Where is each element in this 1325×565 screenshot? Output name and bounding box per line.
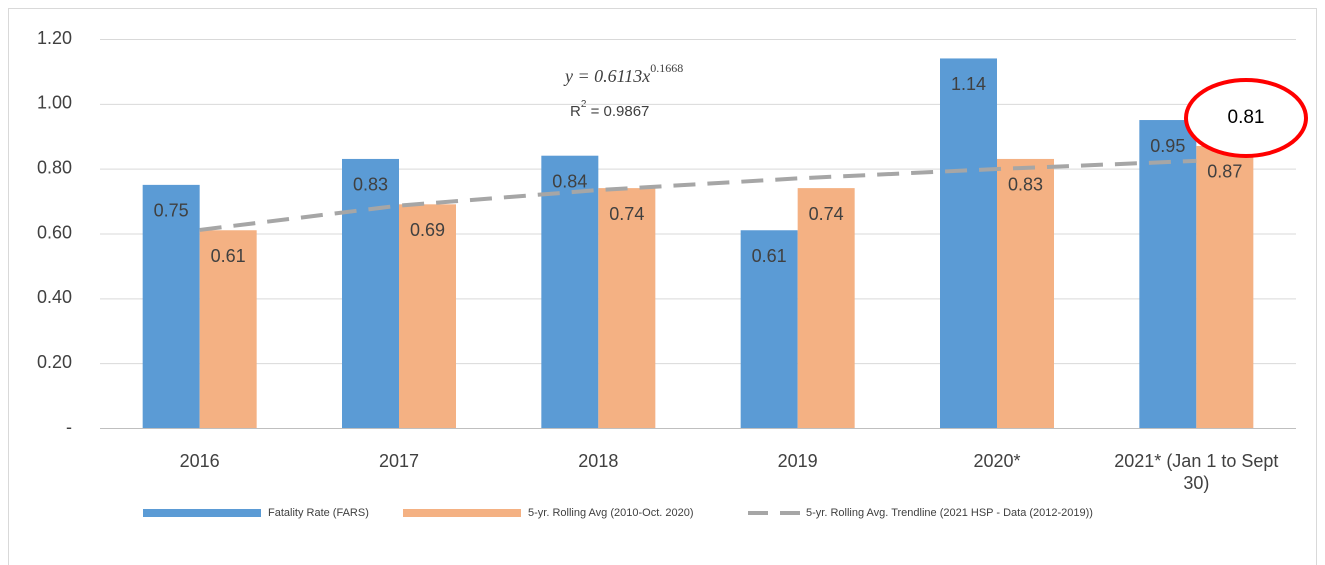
x-tick-label: 2017 [378,451,420,471]
data-label: 0.74 [609,204,644,224]
x-tick-label: 2020* [973,451,1021,471]
legend-label: 5-yr. Rolling Avg. Trendline (2021 HSP -… [806,507,1093,519]
data-label: 0.83 [1008,175,1043,195]
data-label: 0.74 [809,204,844,224]
x-tick-label: 2018 [578,451,619,471]
data-label: 0.87 [1207,162,1242,182]
data-label: 0.83 [353,175,388,195]
data-label: 0.61 [211,246,246,266]
bar [940,58,997,428]
data-label: 0.61 [752,246,787,266]
bar [740,230,798,428]
callout-joint [1236,122,1251,132]
y-tick-label: 0.20 [37,352,72,372]
equation: y = 0.6113x0.1668 [563,61,683,86]
chart-border [8,8,1317,565]
bar [797,188,855,428]
data-label: 0.95 [1150,136,1185,156]
bar [342,158,399,429]
callout: 0.81 [1184,78,1308,158]
data-label: 0.84 [552,171,587,191]
bar [142,184,200,428]
bar [598,188,656,428]
callout-text: 0.81 [1228,107,1265,128]
y-tick-label: 0.80 [37,157,72,177]
data-label: 1.14 [951,74,986,94]
y-tick-label: 0.40 [37,287,72,307]
legend-swatch [143,509,261,517]
trendline [199,158,1197,232]
x-tick-label: 2021* (Jan 1 to Sept 30) [1114,451,1279,493]
y-tick-label: 1.00 [37,93,72,113]
callout-ellipse [1184,78,1308,158]
r-squared: R2 = 0.9867 [570,99,649,120]
x-tick-label: 2016 [179,451,220,471]
bar [1196,145,1254,428]
x-tick-label: 2019 [777,451,818,471]
legend-label: Fatality Rate (FARS) [268,507,369,519]
bar [997,158,1054,429]
data-label: 0.75 [154,201,189,221]
y-tick-label: 1.20 [37,28,72,48]
data-label: 0.69 [410,220,445,240]
bar [399,204,456,428]
bar [1139,120,1197,429]
y-tick-label: 0.60 [37,222,72,242]
bar [541,155,599,428]
y-tick-label: - [66,417,72,437]
bar [199,230,257,428]
legend-label: 5-yr. Rolling Avg (2010-Oct. 2020) [528,507,694,519]
legend-swatch [403,509,521,517]
